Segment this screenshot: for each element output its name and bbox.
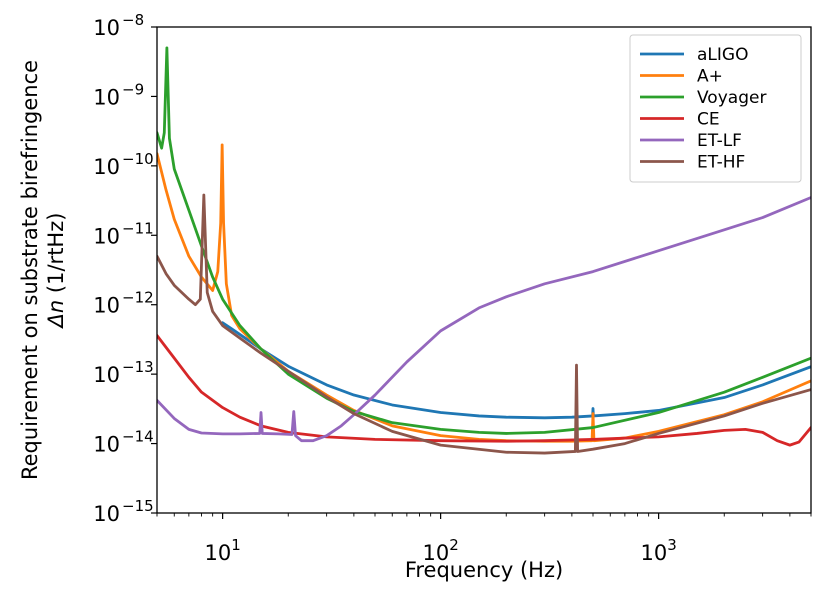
x-tick-label: 103: [640, 536, 676, 565]
x-tick-label: 102: [422, 536, 458, 565]
series-line-aligo: [221, 321, 811, 420]
y-tick-label: 10: [93, 155, 120, 179]
legend-label-et-hf: ET-HF: [697, 153, 745, 173]
y-tick-label: 10: [93, 502, 120, 526]
plot-frame: [156, 26, 812, 514]
series-line-et-lf: [157, 196, 811, 443]
y-tick-label: 10: [93, 85, 120, 109]
y-axis-label-line2: Δn (1/rtHz): [44, 213, 68, 330]
series-layer: [157, 46, 811, 455]
y-axis-label: Requirement on substrate birefringence Δ…: [18, 60, 68, 480]
y-tick-label: 10: [93, 363, 120, 387]
y-tick-label: 10: [93, 224, 120, 248]
legend-label-ce: CE: [697, 110, 720, 130]
y-tick-exponent: −14: [122, 428, 154, 446]
legend-label-aligo: aLIGO: [697, 45, 748, 65]
y-tick-exponent: −13: [122, 358, 154, 376]
series-line-ce: [157, 334, 811, 447]
x-tick-label: 101: [204, 536, 240, 565]
y-tick-exponent: −9: [122, 80, 144, 98]
legend-box: [629, 34, 802, 183]
y-tick-exponent: −11: [122, 219, 154, 237]
y-tick-label: 10: [93, 16, 120, 40]
series-line-et-hf: [157, 193, 811, 455]
y-tick-label: 10: [93, 433, 120, 457]
y-tick-exponent: −15: [122, 497, 154, 515]
y-tick-exponent: −8: [122, 11, 144, 29]
legend-label-et-lf: ET-LF: [697, 131, 742, 151]
y-axis-units: (1/rtHz): [44, 213, 68, 300]
y-axis-symbol: Δn: [44, 300, 68, 330]
legend-label-voyager: Voyager: [697, 88, 766, 108]
x-axis-label: Frequency (Hz): [405, 558, 563, 582]
legend-label-a-: A+: [697, 67, 723, 87]
y-tick-label: 10: [93, 294, 120, 318]
y-axis-label-line1: Requirement on substrate birefringence: [18, 60, 42, 480]
y-tick-exponent: −12: [122, 289, 154, 307]
y-tick-exponent: −10: [122, 150, 154, 168]
series-line-voyager: [157, 46, 811, 435]
